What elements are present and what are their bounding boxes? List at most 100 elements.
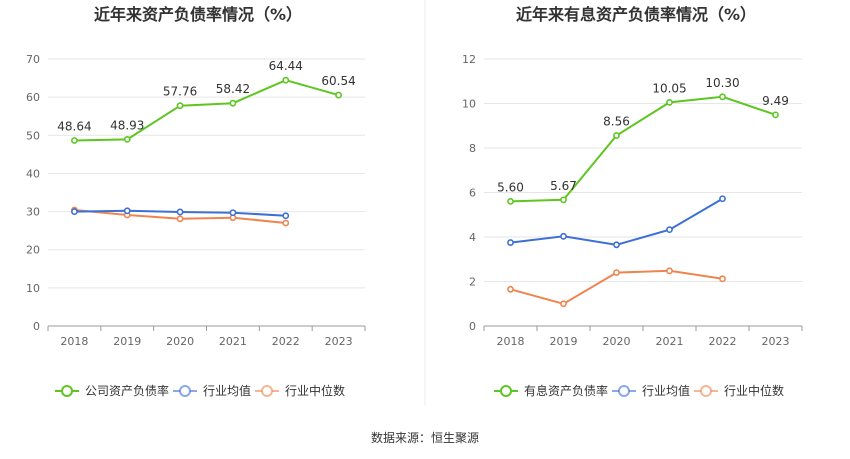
- data-label: 10.30: [705, 76, 739, 90]
- series-2: [507, 267, 726, 308]
- data-point[interactable]: [71, 137, 78, 144]
- data-point[interactable]: [507, 285, 514, 293]
- y-tick-label: 20: [26, 244, 40, 257]
- data-point[interactable]: [123, 135, 131, 143]
- data-label: 9.49: [762, 94, 789, 108]
- legend-item[interactable]: 行业中位数: [694, 383, 784, 398]
- data-label: 57.76: [163, 85, 197, 99]
- y-tick-label: 60: [26, 91, 40, 104]
- chart-title: 近年来有息资产负债率情况（%）: [516, 5, 756, 24]
- y-tick-label: 30: [26, 206, 40, 219]
- legend-item[interactable]: 行业均值: [612, 383, 690, 398]
- legend-label: 行业均值: [642, 383, 690, 398]
- data-point[interactable]: [772, 111, 779, 119]
- data-point[interactable]: [613, 269, 620, 276]
- x-tick-label: 2020: [603, 335, 631, 348]
- chart-title: 近年来资产负债率情况（%）: [94, 5, 302, 24]
- y-tick-label: 6: [469, 187, 476, 200]
- y-tick-label: 50: [26, 129, 40, 142]
- y-tick-label: 8: [469, 142, 476, 155]
- y-tick-label: 0: [33, 320, 40, 333]
- x-tick-label: 2023: [325, 335, 353, 348]
- data-label: 8.56: [603, 115, 630, 129]
- series-1: [71, 207, 290, 220]
- legend-swatch-marker: [179, 385, 191, 397]
- data-point[interactable]: [560, 196, 567, 204]
- data-label: 64.44: [269, 59, 303, 73]
- data-point[interactable]: [666, 98, 673, 106]
- data-point[interactable]: [335, 91, 342, 99]
- data-label: 60.54: [321, 74, 355, 88]
- y-tick-label: 10: [462, 98, 476, 111]
- data-point[interactable]: [282, 76, 290, 84]
- legend-item[interactable]: 行业均值: [173, 383, 251, 398]
- data-point[interactable]: [282, 212, 290, 220]
- data-point[interactable]: [229, 99, 237, 107]
- data-point[interactable]: [123, 207, 131, 215]
- series-line: [74, 79, 339, 142]
- x-tick-label: 2022: [272, 335, 300, 348]
- data-point[interactable]: [282, 219, 290, 227]
- legend-label: 有息资产负债率: [524, 383, 608, 398]
- series-0: 5.60 5.67 8.56 10.05 10.30 9.49: [497, 76, 789, 205]
- x-tick-label: 2021: [656, 335, 684, 348]
- series-line: [510, 95, 776, 203]
- data-point[interactable]: [507, 197, 514, 205]
- y-tick-label: 70: [26, 53, 40, 66]
- legend-item[interactable]: 公司资产负债率: [55, 383, 169, 398]
- x-tick-label: 2022: [709, 335, 737, 348]
- data-label: 5.67: [550, 179, 577, 193]
- legend-item[interactable]: 有息资产负债率: [494, 383, 608, 398]
- y-tick-label: 12: [462, 53, 476, 66]
- interest-bearing-debt-ratio-chart: 近年来有息资产负债率情况（%） 0 2 4 6 8 10 12 2018 2019 2020 2021…: [462, 5, 803, 398]
- legend-label: 公司资产负债率: [85, 383, 169, 398]
- data-point[interactable]: [176, 102, 184, 110]
- data-point[interactable]: [560, 232, 567, 240]
- data-point[interactable]: [666, 226, 673, 234]
- y-tick-label: 4: [469, 231, 476, 244]
- data-point[interactable]: [719, 275, 726, 283]
- y-tick-label: 2: [469, 276, 476, 289]
- x-tick-label: 2018: [60, 335, 88, 348]
- data-label: 10.05: [652, 81, 686, 95]
- legend-swatch-marker: [261, 385, 273, 397]
- data-label: 48.64: [57, 119, 91, 133]
- series-line: [510, 197, 724, 246]
- data-point[interactable]: [613, 241, 620, 249]
- x-tick-label: 2021: [219, 335, 247, 348]
- data-point[interactable]: [560, 300, 567, 308]
- data-point[interactable]: [719, 93, 726, 101]
- legend-label: 行业中位数: [285, 383, 345, 398]
- series-0: 48.64 48.93 57.76 58.42 64.44 60.54: [57, 59, 356, 144]
- data-label: 5.60: [497, 180, 524, 194]
- data-source-label: 数据来源：恒生聚源: [371, 430, 479, 445]
- data-point[interactable]: [176, 208, 184, 216]
- x-tick-label: 2019: [550, 335, 578, 348]
- data-point[interactable]: [229, 209, 237, 217]
- legend-swatch-marker: [700, 385, 712, 397]
- legend-label: 行业中位数: [724, 383, 784, 398]
- legend-swatch-marker: [500, 385, 512, 397]
- x-tick-label: 2019: [113, 335, 141, 348]
- data-point[interactable]: [507, 239, 514, 246]
- legend-item[interactable]: 行业中位数: [255, 383, 345, 398]
- series-1: [507, 195, 726, 249]
- data-label: 58.42: [216, 82, 250, 96]
- x-tick-label: 2018: [497, 335, 525, 348]
- legend-swatch-marker: [618, 385, 630, 397]
- x-tick-label: 2023: [762, 335, 790, 348]
- debt-ratio-chart: 近年来资产负债率情况（%） 0 10 20 30 40 50 60 70 2018 2019 2020…: [26, 5, 366, 398]
- y-tick-label: 0: [469, 320, 476, 333]
- data-point[interactable]: [666, 267, 673, 275]
- data-point[interactable]: [719, 195, 726, 203]
- x-tick-label: 2020: [166, 335, 194, 348]
- data-point[interactable]: [613, 132, 620, 139]
- data-label: 48.93: [110, 118, 144, 132]
- y-tick-label: 10: [26, 282, 40, 295]
- data-point[interactable]: [71, 208, 78, 215]
- data-point[interactable]: [176, 215, 184, 223]
- legend-swatch-marker: [61, 385, 73, 397]
- y-tick-label: 40: [26, 167, 40, 180]
- legend-label: 行业均值: [203, 383, 251, 398]
